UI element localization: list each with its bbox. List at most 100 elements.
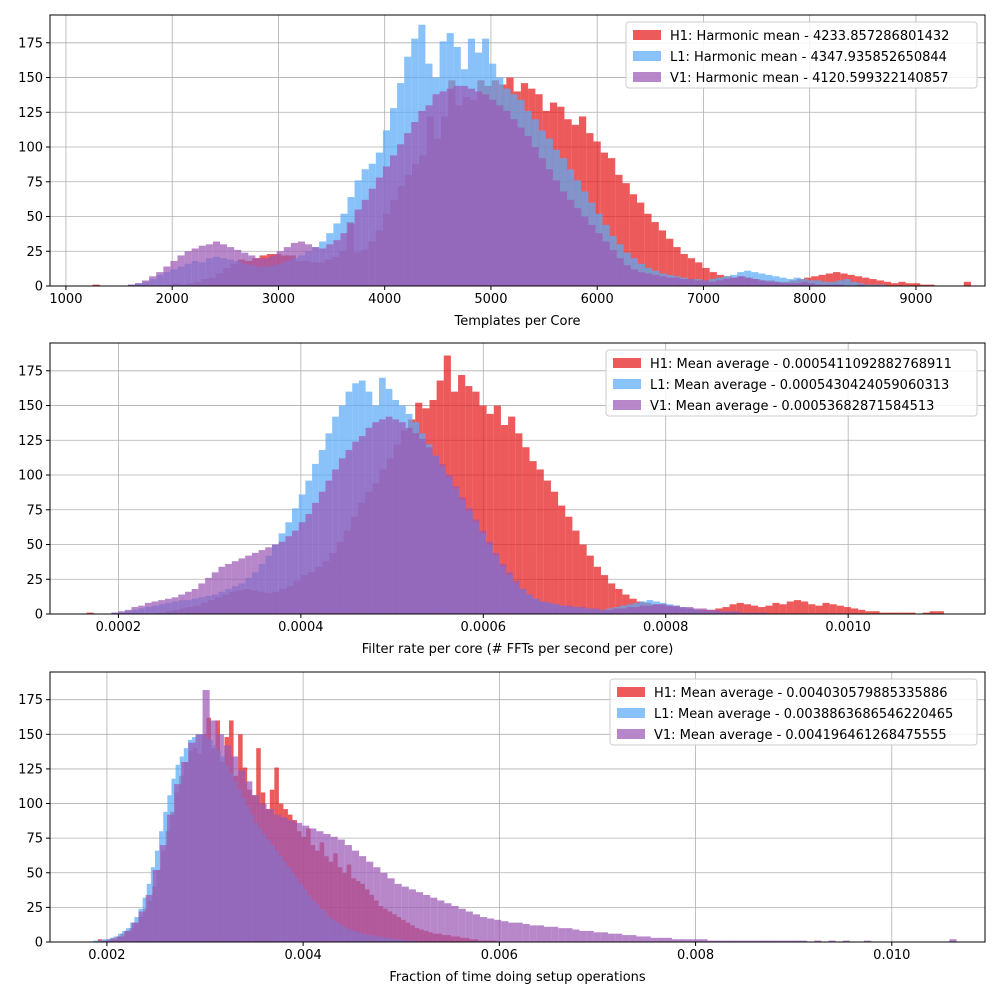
histogram-bar bbox=[579, 930, 587, 942]
histogram-bar bbox=[793, 283, 801, 286]
histogram-bar bbox=[489, 99, 497, 287]
histogram-bar bbox=[231, 756, 239, 942]
histogram-bar bbox=[191, 248, 199, 286]
histogram-bar bbox=[602, 241, 610, 286]
histogram-bar bbox=[202, 690, 210, 942]
histogram-bar bbox=[622, 183, 630, 286]
histogram-bar bbox=[851, 608, 859, 614]
y-tick-label: 25 bbox=[26, 573, 43, 588]
histogram-bar bbox=[565, 928, 573, 942]
histogram-bar bbox=[765, 274, 773, 286]
y-tick-label: 150 bbox=[18, 71, 43, 86]
histogram-bar bbox=[854, 276, 863, 286]
histogram-bar bbox=[131, 922, 139, 942]
histogram-bar bbox=[886, 612, 894, 614]
histogram-bar bbox=[629, 935, 637, 942]
histogram-bar bbox=[613, 608, 620, 614]
histogram-bar bbox=[419, 438, 426, 614]
histogram-bar bbox=[558, 505, 566, 614]
histogram-bar bbox=[586, 555, 594, 614]
histogram-bar bbox=[772, 602, 780, 614]
histogram-bar bbox=[345, 450, 353, 614]
legend-swatch bbox=[613, 400, 641, 410]
histogram-bar bbox=[411, 122, 419, 286]
histogram-bar bbox=[212, 241, 220, 286]
histogram-bar bbox=[814, 940, 822, 942]
histogram-bar bbox=[205, 244, 213, 286]
histogram-bar bbox=[227, 247, 235, 286]
histogram-bar bbox=[700, 608, 707, 614]
y-tick-label: 75 bbox=[26, 503, 43, 518]
histogram-bar bbox=[673, 247, 681, 286]
histogram-bar bbox=[373, 867, 381, 942]
legend-swatch bbox=[633, 30, 661, 40]
histogram-bar bbox=[338, 458, 346, 614]
histogram-bar bbox=[425, 105, 433, 286]
histogram-bar bbox=[650, 937, 658, 942]
histogram-bar bbox=[158, 600, 165, 614]
histogram-bar bbox=[736, 940, 744, 942]
histogram-bar bbox=[550, 491, 559, 614]
histogram-bar bbox=[743, 604, 752, 614]
histogram-bar bbox=[680, 279, 688, 286]
legend-label: H1: Harmonic mean - 4233.857286801432 bbox=[670, 29, 949, 44]
histogram-bar bbox=[757, 940, 765, 942]
histogram-bar bbox=[529, 461, 537, 614]
x-tick-label: 7000 bbox=[687, 292, 720, 307]
x-tick-label: 0.0008 bbox=[643, 620, 689, 635]
histogram-bar bbox=[326, 244, 334, 286]
histogram-bar bbox=[673, 605, 681, 614]
x-tick-label: 0.004 bbox=[285, 948, 322, 963]
histogram-bar bbox=[354, 209, 362, 286]
plot-frame bbox=[49, 671, 986, 943]
histogram-bar bbox=[302, 825, 310, 942]
histogram-bar bbox=[501, 921, 509, 942]
histogram-bar bbox=[149, 276, 157, 286]
histogram-bar bbox=[390, 155, 398, 286]
histogram-bar bbox=[772, 281, 780, 286]
histogram-bar bbox=[269, 255, 277, 286]
histogram-bar bbox=[606, 609, 614, 614]
histogram-bar bbox=[309, 828, 317, 942]
histogram-bar bbox=[872, 611, 880, 614]
histogram-bar bbox=[600, 932, 609, 942]
histogram-bar bbox=[753, 612, 761, 614]
histogram-bar bbox=[312, 502, 319, 614]
histogram-bar bbox=[908, 612, 916, 614]
histogram-bar bbox=[822, 281, 830, 286]
histogram-bar bbox=[205, 577, 212, 614]
histogram-bar bbox=[560, 191, 568, 286]
histogram-bar bbox=[927, 284, 935, 286]
y-tick-label: 25 bbox=[26, 245, 43, 260]
histogram-bar bbox=[276, 251, 284, 286]
legend-swatch bbox=[633, 72, 661, 82]
histogram-bar bbox=[876, 280, 884, 286]
histogram-bar bbox=[159, 845, 167, 942]
y-tick-label: 175 bbox=[18, 693, 43, 708]
histogram-bar bbox=[615, 174, 623, 286]
legend-label: V1: Mean average - 0.00053682871584513 bbox=[650, 399, 934, 414]
histogram-bar bbox=[922, 612, 930, 614]
histogram-bar bbox=[751, 605, 759, 614]
histogram-bar bbox=[265, 547, 272, 614]
histogram-bar bbox=[238, 558, 246, 614]
histogram-bar bbox=[241, 252, 249, 286]
histogram-bar bbox=[750, 940, 758, 942]
histogram-bar bbox=[645, 273, 653, 286]
x-tick-label: 9000 bbox=[899, 292, 932, 307]
histogram-bar bbox=[361, 199, 369, 286]
histogram-bar bbox=[644, 213, 652, 286]
histogram-bar bbox=[216, 734, 224, 942]
chart-panel-3: 0.002 0.004 0.006 0.008 0.010 0 25 50 75 100 125 15… bbox=[18, 671, 986, 985]
histogram-bar bbox=[287, 820, 296, 942]
histogram-bar bbox=[444, 903, 452, 942]
plot-frame bbox=[49, 14, 986, 287]
histogram-bar bbox=[323, 834, 331, 942]
histogram-bar bbox=[765, 281, 773, 286]
histogram-bar bbox=[651, 222, 659, 286]
histogram-bar bbox=[898, 281, 906, 286]
histogram-bar bbox=[266, 809, 274, 942]
histogram-bar bbox=[822, 602, 830, 614]
histogram-bar bbox=[500, 424, 509, 614]
histogram-bar bbox=[815, 284, 823, 286]
